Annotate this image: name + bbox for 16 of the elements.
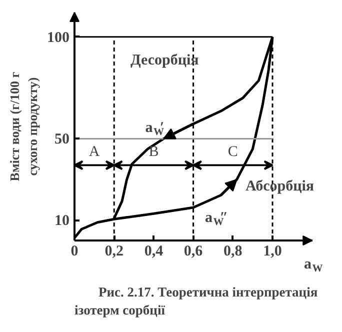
y-axis-title: Вміст води (г/100 г сухого продукту): [7, 72, 40, 182]
x-tick-label: 0,2: [104, 244, 124, 260]
y-tick-label: 100: [47, 30, 70, 46]
annotation: B: [148, 144, 159, 160]
annotation: Абсорбція: [246, 178, 314, 194]
annotation: Десорбція: [130, 52, 199, 68]
x-tick-label: 0: [70, 244, 78, 260]
x-tick-label: 0,6: [184, 244, 204, 260]
y-tick-label: 10: [54, 213, 70, 230]
annotation: C: [228, 144, 238, 160]
x-tick-label: 1,0: [263, 244, 282, 260]
text: Рис. 2.17. Теоретична інтерпретація ізотерм сорбції: [74, 284, 318, 318]
x-tick-label: 0,4: [144, 244, 164, 260]
annotation: A: [88, 144, 100, 160]
x-tick-label: 0,8: [224, 244, 242, 260]
y-tick-label: 50: [54, 132, 70, 148]
